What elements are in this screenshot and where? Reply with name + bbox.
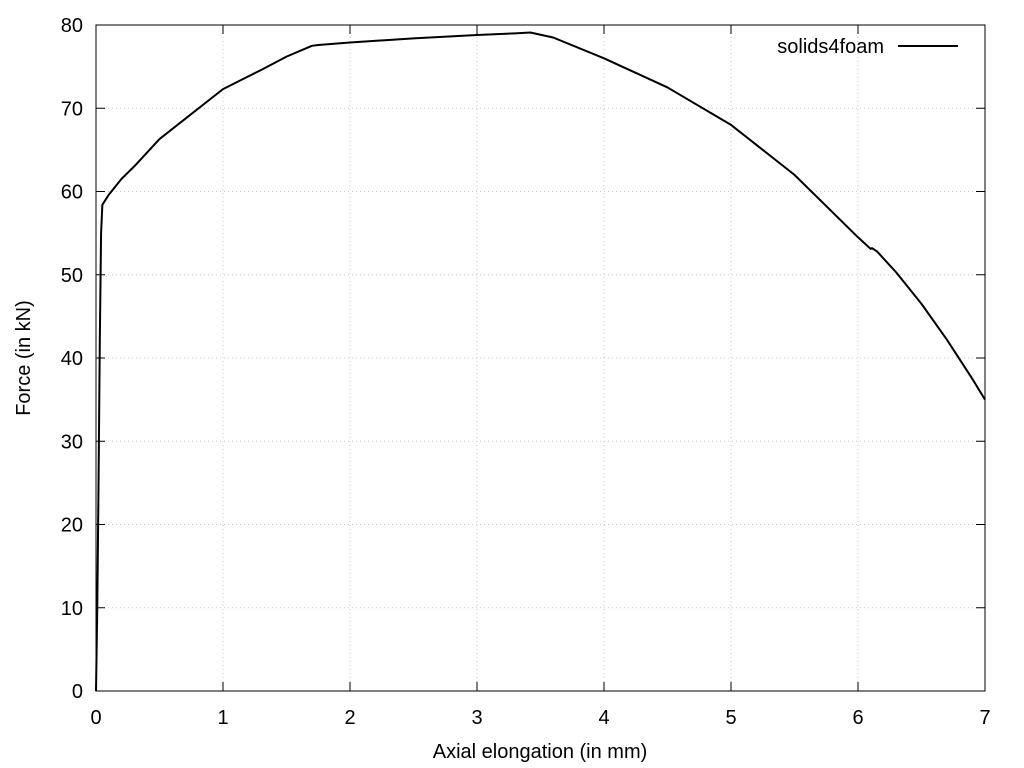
y-tick-label: 50: [61, 265, 83, 287]
grid-lines: [96, 25, 985, 691]
y-tick-label: 0: [72, 681, 83, 703]
x-tick-labels: 0 1 2 3 4 5 6 7: [90, 707, 990, 729]
y-tick-label: 40: [61, 348, 83, 370]
x-tick-label: 7: [979, 707, 990, 729]
x-tick-label: 5: [725, 707, 736, 729]
y-tick-label: 80: [61, 15, 83, 37]
y-tick-label: 70: [61, 98, 83, 120]
y-tick-label: 60: [61, 182, 83, 204]
series-layer: [95, 31, 986, 692]
x-axis-title: Axial elongation (in mm): [433, 741, 648, 763]
x-tick-label: 6: [852, 707, 863, 729]
x-tick-label: 1: [217, 707, 228, 729]
y-tick-label: 30: [61, 431, 83, 453]
legend-entry-label: solids4foam: [777, 36, 884, 58]
series-line-solids4foam: [95, 31, 986, 692]
legend: solids4foam: [777, 36, 958, 58]
x-tick-label: 2: [344, 707, 355, 729]
x-tick-label: 4: [598, 707, 609, 729]
x-tick-label: 3: [471, 707, 482, 729]
y-tick-labels: 0 10 20 30 40 50 60 70 80: [61, 15, 83, 703]
y-tick-label: 20: [61, 515, 83, 537]
y-axis-title: Force (in kN): [13, 300, 35, 416]
y-tick-label: 10: [61, 598, 83, 620]
plot-frame: [95, 24, 986, 692]
x-tick-label: 0: [90, 707, 101, 729]
